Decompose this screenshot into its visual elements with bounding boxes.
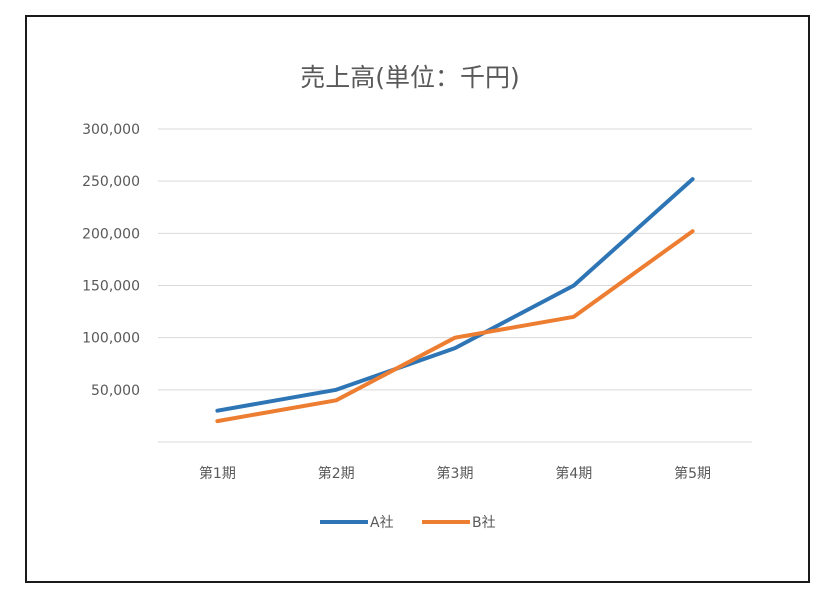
legend-label: A社 — [370, 515, 394, 531]
y-tick-label: 50,000 — [91, 383, 140, 399]
chart-frame — [25, 15, 810, 583]
x-tick-label: 第5期 — [674, 465, 711, 482]
legend-label: B社 — [472, 515, 496, 531]
y-tick-label: 100,000 — [82, 331, 140, 347]
y-tick-label: 250,000 — [82, 174, 140, 190]
y-tick-label: 150,000 — [82, 279, 140, 295]
x-axis-ticks: 第1期 第2期 第3期 第4期 第5期 — [199, 465, 711, 482]
x-tick-label: 第2期 — [318, 465, 355, 482]
series-line — [215, 177, 695, 413]
x-tick-label: 第3期 — [437, 465, 474, 482]
legend: A社 B社 — [320, 515, 496, 531]
x-tick-label: 第4期 — [555, 465, 592, 482]
x-tick-label: 第1期 — [199, 465, 236, 482]
gridlines — [158, 128, 752, 443]
series-lines — [215, 177, 695, 424]
y-axis-ticks: 50,000 100,000 150,000 200,000 250,000 300,00… — [82, 122, 140, 399]
chart-title: 売上高(単位：千円) — [300, 63, 520, 92]
y-tick-label: 200,000 — [82, 226, 140, 242]
y-tick-label: 300,000 — [82, 122, 140, 138]
series-line — [215, 229, 695, 424]
